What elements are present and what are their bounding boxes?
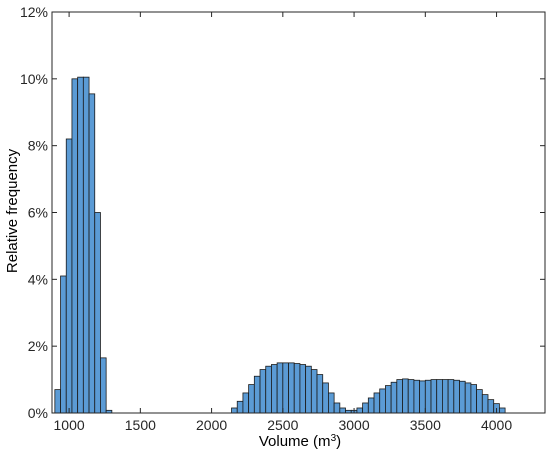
histogram-bar <box>60 275 67 414</box>
histogram-bar <box>419 380 426 414</box>
histogram-bar <box>436 379 443 414</box>
histogram-bar <box>293 363 301 414</box>
x-tick-label: 3500 <box>410 417 441 433</box>
y-ticks-group: 0% 2% 4% 6% 8% 10% 12% <box>20 4 545 421</box>
histogram-bar <box>424 379 432 414</box>
histogram-bar <box>362 402 369 414</box>
histogram-bar <box>248 384 255 414</box>
y-tick-label: 4% <box>28 271 48 287</box>
x-tick-label: 1500 <box>125 417 156 433</box>
histogram-bar <box>453 379 460 414</box>
histogram-bar <box>470 384 478 414</box>
x-tick-label: 3000 <box>338 417 369 433</box>
histogram-bar <box>322 382 329 414</box>
histogram-bar <box>430 379 438 414</box>
histogram-bar <box>242 392 250 414</box>
x-tick-label: 2000 <box>196 417 227 433</box>
histogram-bar <box>100 357 107 414</box>
histogram-bar <box>385 385 392 414</box>
histogram-bar <box>447 379 455 414</box>
histogram-bar <box>476 389 483 414</box>
histogram-bar <box>82 76 90 414</box>
bars-group <box>54 76 506 414</box>
histogram-bar <box>77 76 84 414</box>
plot-frame <box>51 11 546 414</box>
y-tick-label: 10% <box>20 71 48 87</box>
histogram-bar <box>71 78 79 414</box>
histogram-bar <box>499 407 506 414</box>
histogram-bar <box>282 362 289 414</box>
x-tick-label: 1000 <box>54 417 85 433</box>
histogram-bar <box>328 392 335 414</box>
histogram-bar <box>88 93 96 414</box>
histogram-bar <box>487 399 495 414</box>
histogram-bar <box>333 402 341 414</box>
y-tick-label: 6% <box>28 205 48 221</box>
histogram-bar <box>379 388 386 414</box>
histogram-bar <box>299 364 307 414</box>
histogram-bar <box>356 407 364 414</box>
histogram-bar <box>288 362 295 414</box>
y-tick-label: 12% <box>20 4 48 20</box>
histogram-bar <box>402 378 409 414</box>
histogram-bar <box>407 379 415 414</box>
histogram-bar <box>276 362 284 414</box>
histogram-bar <box>265 365 272 414</box>
histogram-bar <box>464 382 472 414</box>
y-tick-label: 0% <box>28 405 48 421</box>
histogram-bar <box>373 392 381 414</box>
histogram-bar <box>54 389 61 414</box>
histogram-bar <box>390 381 398 414</box>
y-axis-label: Relative frequency <box>4 148 21 273</box>
histogram-bar <box>459 380 466 414</box>
histogram-bar <box>305 365 312 414</box>
x-axis-label-superscript: 3 <box>331 433 337 444</box>
histogram-bar <box>231 407 238 414</box>
y-tick-label: 2% <box>28 338 48 354</box>
x-tick-label: 2500 <box>267 417 298 433</box>
histogram-bar <box>236 400 244 414</box>
histogram-bar <box>339 407 346 414</box>
x-ticks-group: 1000 1500 2000 2500 3000 3500 4000 <box>54 12 512 433</box>
histogram-bar <box>367 397 375 414</box>
histogram-bar <box>396 379 403 414</box>
histogram-bar <box>481 394 489 414</box>
histogram-bar <box>94 212 101 414</box>
histogram-bar <box>271 364 278 414</box>
histogram-bar <box>259 369 267 414</box>
x-axis-label-main: Volume (m <box>259 433 331 450</box>
histogram-bar <box>310 369 318 414</box>
histogram-bar <box>316 374 324 414</box>
x-tick-label: 4000 <box>481 417 512 433</box>
x-axis-label: Volume (m3) <box>259 433 341 451</box>
histogram-bar <box>65 138 73 414</box>
histogram-bar <box>253 375 261 414</box>
axes-group <box>51 11 546 414</box>
y-tick-label: 8% <box>28 138 48 154</box>
x-axis-label-close: ) <box>336 433 341 450</box>
histogram-bar <box>442 379 449 414</box>
histogram-bar <box>413 379 421 414</box>
